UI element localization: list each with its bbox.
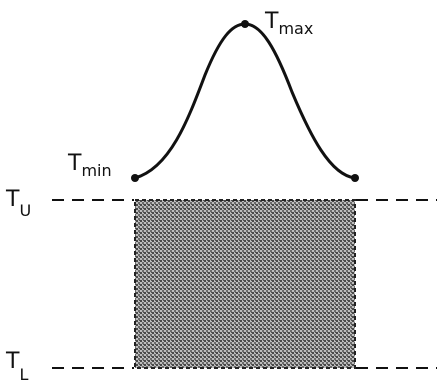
t-min-point — [131, 174, 139, 182]
t-max-label: Tmax — [264, 9, 313, 38]
temperature-curve — [134, 22, 356, 180]
t-min-label: Tmin — [67, 151, 112, 180]
t-l-label: TL — [5, 349, 28, 384]
shaded-band — [134, 199, 356, 369]
t-max-point — [241, 20, 249, 28]
t-u-label: TU — [5, 187, 31, 220]
end-point — [351, 174, 359, 182]
